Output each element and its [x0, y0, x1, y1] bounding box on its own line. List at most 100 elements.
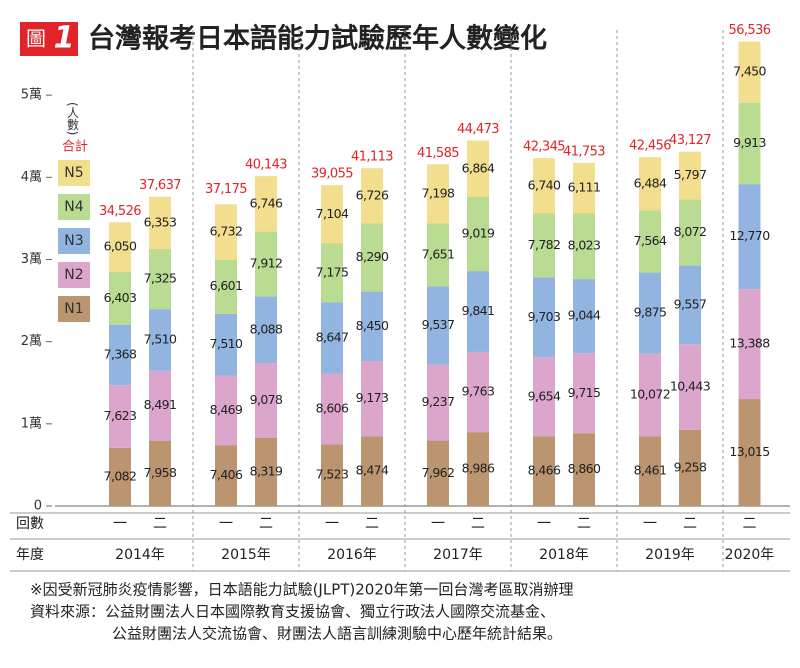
bar-segment: [361, 436, 383, 506]
y-tick-label: 4萬: [21, 170, 42, 185]
legend-swatch: [58, 160, 90, 186]
value-label: 5,797: [674, 167, 707, 182]
year-label: 2015年: [221, 547, 271, 563]
bar-segment: [109, 385, 131, 448]
value-label: 9,763: [462, 384, 495, 399]
session-label: 二: [471, 516, 485, 532]
value-label: 6,403: [104, 290, 137, 305]
value-label: 8,474: [356, 463, 389, 478]
value-label: 9,913: [733, 135, 766, 150]
bar-segment: [467, 351, 489, 433]
value-label: 8,860: [568, 461, 601, 476]
year-label: 2017年: [433, 547, 483, 563]
bar-segment: [738, 102, 761, 185]
legend-label: N3: [64, 233, 83, 249]
figure-badge: [20, 22, 78, 56]
value-label: 6,864: [462, 160, 495, 175]
bar-segment: [467, 271, 489, 352]
bar-segment: [679, 151, 701, 200]
bar-segment: [639, 436, 661, 506]
bar-segment: [467, 196, 489, 272]
bar-segment: [427, 440, 449, 506]
value-label: 7,510: [210, 336, 243, 351]
value-label: 9,875: [634, 305, 667, 320]
total-label: 42,345: [523, 140, 565, 155]
legend-label: N2: [64, 267, 83, 283]
total-label: 56,536: [729, 23, 771, 38]
value-label: 8,986: [462, 461, 495, 476]
bar-segment: [679, 429, 701, 506]
total-label: 43,127: [669, 133, 711, 148]
value-label: 6,353: [144, 214, 177, 229]
bar-segment: [361, 361, 383, 437]
y-tick-label: 0: [34, 499, 42, 514]
bar-segment: [361, 223, 383, 292]
bar-segment: [149, 196, 171, 249]
value-label: 6,732: [210, 223, 243, 238]
legend-label: N5: [64, 165, 83, 181]
session-label: 一: [325, 516, 339, 532]
bar-segment: [533, 357, 555, 437]
bar-segment: [533, 213, 555, 278]
bar-segment: [427, 164, 449, 224]
note: 公益財團法人交流協會、財團法人語言訓練測驗中心歷年統計結果。: [112, 625, 562, 643]
year-label: 2020年: [725, 547, 775, 563]
bar-segment: [738, 184, 761, 290]
value-label: 8,290: [356, 249, 389, 264]
bar-segment: [639, 157, 661, 211]
value-label: 6,111: [568, 180, 601, 195]
bar-segment: [427, 223, 449, 287]
bar-segment: [109, 272, 131, 325]
bar-segment: [149, 309, 171, 371]
bar-segment: [361, 168, 383, 224]
value-label: 9,173: [356, 390, 389, 405]
bar-segment: [679, 265, 701, 345]
value-label: 7,651: [422, 246, 455, 261]
bar-segment: [639, 353, 661, 437]
bar-segment: [321, 444, 343, 506]
bar-segment: [533, 158, 555, 214]
bar-segment: [639, 272, 661, 354]
value-label: 7,564: [634, 233, 667, 248]
value-label: 10,072: [630, 387, 670, 402]
note: 資料來源：公益財團法人日本國際教育支援協會、獨立行政法人國際交流基金、: [30, 603, 555, 621]
bar-segment: [109, 447, 131, 506]
bar-segment: [738, 289, 761, 400]
value-label: 13,388: [729, 336, 770, 351]
value-label: 9,019: [462, 226, 495, 241]
value-label: 6,746: [250, 195, 283, 210]
total-label: 37,637: [139, 178, 181, 193]
bar-segment: [215, 204, 237, 260]
bar-segment: [321, 302, 343, 374]
value-label: 6,050: [104, 239, 137, 254]
session-label: 二: [577, 516, 591, 532]
legend-swatch: [58, 262, 90, 288]
total-label: 41,585: [417, 146, 459, 161]
legend-swatch: [58, 228, 90, 254]
bar-segment: [573, 433, 595, 506]
total-label: 40,143: [245, 158, 287, 173]
legend-total: 合計: [62, 139, 88, 155]
value-label: 9,557: [674, 296, 707, 311]
value-label: 9,078: [250, 392, 283, 407]
bar-segment: [573, 353, 595, 434]
value-label: 7,198: [422, 185, 455, 200]
total-label: 37,175: [205, 182, 247, 197]
figure-label: 圖: [26, 27, 46, 51]
bar-segment: [109, 222, 131, 273]
bar-segment: [215, 313, 237, 376]
bar-segment: [573, 162, 595, 214]
bar-segment: [215, 445, 237, 506]
value-label: 8,023: [568, 238, 601, 253]
bar-segment: [149, 370, 171, 441]
legend-swatch: [58, 296, 90, 322]
bar-segment: [427, 286, 449, 365]
value-label: 7,175: [316, 264, 349, 279]
legend-swatch: [58, 194, 90, 220]
legend-label: N4: [64, 199, 83, 215]
value-label: 7,510: [144, 331, 177, 346]
legend-label: N1: [64, 301, 83, 317]
value-label: 7,523: [316, 467, 349, 482]
value-label: 7,623: [104, 408, 137, 423]
value-label: 7,082: [104, 468, 137, 483]
